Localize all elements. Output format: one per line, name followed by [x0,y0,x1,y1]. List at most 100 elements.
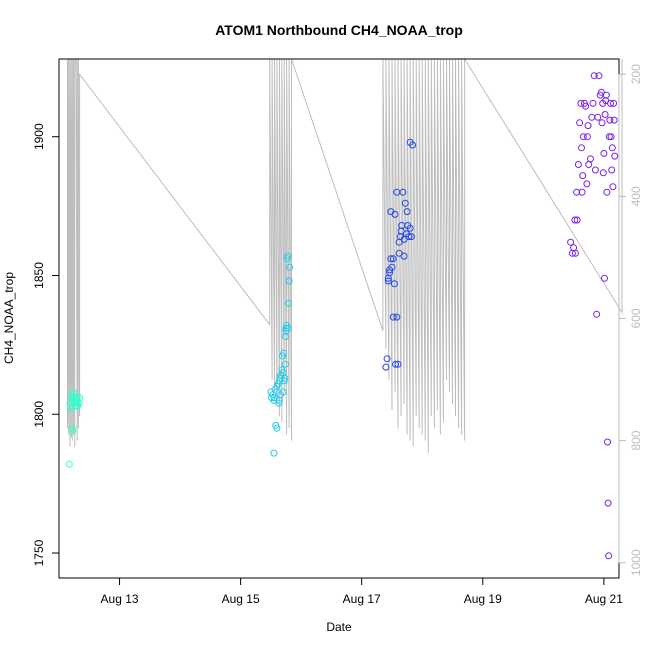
point-flight-2 [281,374,289,382]
point-flight-4 [605,552,613,560]
point-flight-1 [69,427,77,435]
point-flight-4 [584,133,591,141]
point-flight-3 [393,188,401,196]
point-flight-2 [280,377,288,385]
point-flight-3 [392,360,400,368]
y-tick-label: 1750 [32,539,46,566]
point-flight-4 [611,152,619,160]
right-tick-label: 200 [629,64,643,84]
point-flight-3 [389,255,397,263]
point-flight-4 [599,169,607,177]
point-flight-4 [585,161,593,168]
point-flight-3 [382,363,390,371]
point-flight-4 [608,144,616,152]
point-flight-4 [570,244,578,252]
point-flight-4 [609,183,617,191]
point-flight-4 [571,249,579,257]
point-flight-3 [409,141,417,149]
point-flight-2 [272,421,280,429]
point-flight-4 [573,216,581,224]
point-flight-4 [608,166,616,174]
point-flight-4 [571,216,579,224]
point-flight-2 [278,352,286,360]
right-tick-label: 1000 [629,549,643,576]
point-flight-4 [601,111,609,118]
x-tick-label: Aug 17 [343,592,381,606]
point-flight-2 [275,399,283,407]
point-flight-3 [393,313,401,321]
point-flight-4 [607,133,615,141]
point-flight-4 [578,144,585,152]
point-flight-2 [277,391,285,399]
point-flight-3 [386,266,394,274]
point-flight-3 [394,360,402,368]
point-flight-4 [602,91,610,99]
point-flight-4 [574,161,582,168]
point-flight-4 [567,238,575,246]
point-flight-4 [579,133,587,141]
x-tick-label: Aug 13 [101,592,139,606]
point-flight-4 [604,438,611,446]
points-layer [65,72,619,560]
x-axis-label: Date [326,620,352,634]
point-flight-4 [584,122,592,130]
y-tick-label: 1900 [32,123,46,150]
axes-layer: Aug 13 Aug 15 Aug 17 Aug 19 Aug 21 1750 1800 18… [32,64,643,606]
point-flight-3 [400,252,408,260]
y-tick-label: 1800 [32,401,46,428]
right-tick-label: 400 [629,186,643,206]
point-flight-4 [576,119,584,127]
point-flight-2 [282,327,290,335]
point-flight-2 [270,449,278,457]
point-flight-2 [286,263,294,271]
point-flight-4 [600,149,608,157]
point-flight-4 [607,99,614,107]
point-flight-1 [65,460,73,468]
point-flight-3 [391,210,399,218]
y-axis-label: CH4_NOAA_trop [2,272,16,364]
point-flight-3 [389,313,397,321]
point-flight-4 [604,499,612,507]
point-flight-4 [588,113,596,121]
point-flight-4 [598,119,606,127]
point-flight-2 [284,299,292,307]
point-flight-3 [403,208,411,216]
point-flight-4 [583,180,591,188]
point-flight-4 [601,274,608,282]
point-flight-3 [406,224,414,232]
point-flight-4 [610,99,618,107]
point-flight-4 [591,166,599,174]
chart-title: ATOM1 Northbound CH4_NOAA_trop [215,22,463,38]
point-flight-1 [68,424,76,432]
profile-trace [67,57,623,453]
point-flight-3 [397,227,405,235]
point-flight-1 [67,402,74,410]
point-flight-2 [281,360,289,368]
profile-layer [67,57,623,453]
point-flight-4 [587,155,594,163]
x-tick-label: Aug 19 [464,592,502,606]
point-flight-4 [578,188,586,196]
point-flight-3 [387,255,395,263]
x-tick-label: Aug 21 [585,592,623,606]
point-flight-2 [285,277,293,285]
point-flight-4 [610,116,618,124]
point-flight-3 [390,280,398,288]
point-flight-4 [579,172,587,180]
point-flight-4 [603,188,611,196]
point-flight-3 [401,199,409,207]
point-flight-2 [283,255,291,263]
point-flight-4 [590,72,598,80]
point-flight-3 [383,355,391,363]
x-tick-label: Aug 15 [222,592,260,606]
point-flight-4 [589,99,597,107]
point-flight-2 [284,252,292,260]
right-tick-label: 600 [629,308,643,328]
point-flight-3 [400,235,408,243]
point-flight-1 [70,394,77,402]
plot-frame [58,58,620,579]
point-flight-4 [582,102,590,110]
point-flight-4 [606,116,614,124]
point-flight-3 [407,233,415,241]
